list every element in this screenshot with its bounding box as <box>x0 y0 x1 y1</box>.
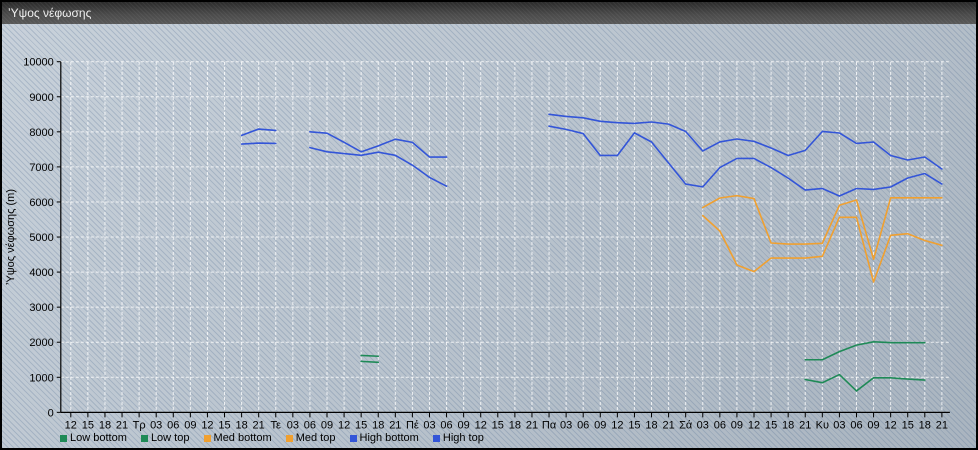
svg-text:03: 03 <box>287 419 299 431</box>
svg-text:06: 06 <box>850 419 862 431</box>
svg-text:18: 18 <box>645 419 657 431</box>
svg-text:15: 15 <box>82 419 94 431</box>
svg-text:12: 12 <box>885 419 897 431</box>
svg-text:0: 0 <box>48 407 54 419</box>
svg-text:03: 03 <box>697 419 709 431</box>
svg-text:12: 12 <box>611 419 623 431</box>
svg-text:3000: 3000 <box>29 302 53 314</box>
svg-text:21: 21 <box>253 419 265 431</box>
svg-text:15: 15 <box>492 419 504 431</box>
svg-text:09: 09 <box>731 419 743 431</box>
svg-text:21: 21 <box>799 419 811 431</box>
svg-text:21: 21 <box>526 419 538 431</box>
svg-text:2000: 2000 <box>29 337 53 349</box>
svg-text:18: 18 <box>919 419 931 431</box>
svg-text:18: 18 <box>509 419 521 431</box>
svg-text:Σά: Σά <box>679 419 693 431</box>
svg-text:09: 09 <box>594 419 606 431</box>
svg-text:18: 18 <box>235 419 247 431</box>
svg-text:21: 21 <box>389 419 401 431</box>
svg-text:9000: 9000 <box>29 92 53 104</box>
svg-text:03: 03 <box>833 419 845 431</box>
svg-text:18: 18 <box>99 419 111 431</box>
svg-text:06: 06 <box>440 419 452 431</box>
svg-text:03: 03 <box>423 419 435 431</box>
svg-text:09: 09 <box>184 419 196 431</box>
svg-text:15: 15 <box>628 419 640 431</box>
svg-text:Πα: Πα <box>542 419 557 431</box>
svg-text:15: 15 <box>765 419 777 431</box>
svg-text:15: 15 <box>218 419 230 431</box>
svg-text:06: 06 <box>577 419 589 431</box>
svg-text:09: 09 <box>867 419 879 431</box>
svg-text:18: 18 <box>782 419 794 431</box>
svg-text:7000: 7000 <box>29 162 53 174</box>
svg-text:15: 15 <box>355 419 367 431</box>
svg-text:03: 03 <box>150 419 162 431</box>
svg-text:03: 03 <box>560 419 572 431</box>
svg-text:21: 21 <box>662 419 674 431</box>
svg-text:8000: 8000 <box>29 127 53 139</box>
svg-text:4000: 4000 <box>29 267 53 279</box>
svg-text:Πέ: Πέ <box>406 419 419 431</box>
svg-text:ʼΥψος νέφωσης (m): ʼΥψος νέφωσης (m) <box>5 189 17 285</box>
svg-text:06: 06 <box>304 419 316 431</box>
svg-text:15: 15 <box>902 419 914 431</box>
svg-text:6000: 6000 <box>29 197 53 209</box>
svg-text:18: 18 <box>372 419 384 431</box>
svg-text:09: 09 <box>458 419 470 431</box>
svg-text:12: 12 <box>475 419 487 431</box>
svg-text:Τε: Τε <box>271 419 282 431</box>
svg-text:12: 12 <box>201 419 213 431</box>
svg-text:21: 21 <box>116 419 128 431</box>
svg-text:Τρ: Τρ <box>133 419 146 431</box>
svg-text:12: 12 <box>748 419 760 431</box>
svg-text:Κυ: Κυ <box>816 419 829 431</box>
svg-text:09: 09 <box>321 419 333 431</box>
svg-text:5000: 5000 <box>29 232 53 244</box>
svg-text:06: 06 <box>167 419 179 431</box>
svg-text:21: 21 <box>936 419 948 431</box>
svg-text:10000: 10000 <box>23 57 54 69</box>
svg-text:06: 06 <box>714 419 726 431</box>
svg-text:1000: 1000 <box>29 372 53 384</box>
svg-text:12: 12 <box>65 419 77 431</box>
svg-text:12: 12 <box>338 419 350 431</box>
